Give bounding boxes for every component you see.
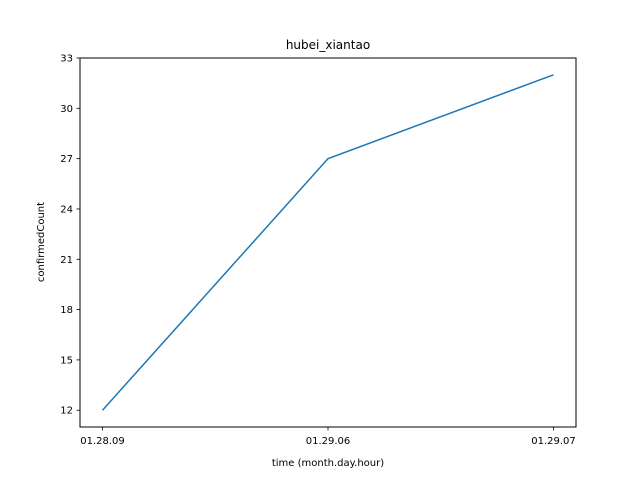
x-tick-label: 01.29.07: [531, 436, 576, 447]
y-tick-label: 27: [60, 154, 73, 165]
y-tick-label: 30: [60, 104, 73, 115]
y-tick-label: 24: [60, 204, 73, 215]
series-group: [101, 74, 554, 411]
x-axis-label: time (month.day.hour): [272, 458, 384, 469]
y-tick-label: 15: [60, 355, 73, 366]
y-tick-label: 21: [60, 255, 73, 266]
y-axis: 12 15 18 21 24 27 30 33: [60, 54, 80, 417]
y-axis-label: confirmedCount: [36, 202, 47, 282]
y-tick-label: 33: [60, 54, 73, 65]
y-tick-label: 18: [60, 305, 73, 316]
x-tick-label: 01.28.09: [80, 436, 125, 447]
chart-title: hubei_xiantao: [286, 38, 370, 52]
x-axis: 01.28.09 01.29.06 01.29.07: [80, 427, 576, 447]
y-tick-label: 12: [60, 406, 73, 417]
x-tick-label: 01.29.06: [306, 436, 351, 447]
plot-area: [79, 57, 577, 428]
series-line: [101, 74, 554, 411]
